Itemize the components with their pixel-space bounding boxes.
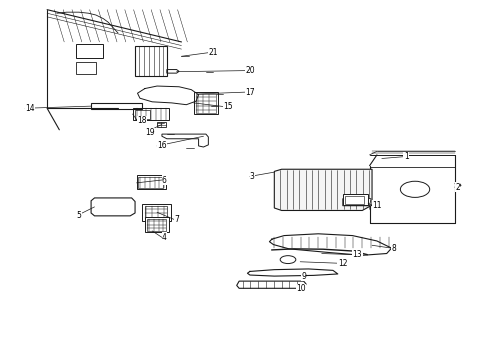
Text: 18: 18	[138, 116, 147, 125]
Text: 1: 1	[404, 152, 409, 161]
Bar	[145, 217, 169, 232]
Bar	[91, 103, 143, 109]
Bar	[196, 94, 216, 113]
Text: 14: 14	[25, 104, 35, 113]
Text: 12: 12	[338, 259, 347, 268]
Bar	[157, 122, 166, 127]
Polygon shape	[343, 199, 371, 206]
Bar	[194, 92, 218, 114]
Text: 15: 15	[223, 102, 233, 111]
Bar	[145, 206, 167, 220]
Text: 17: 17	[245, 87, 255, 96]
Text: 8: 8	[392, 244, 396, 253]
Text: 13: 13	[352, 250, 362, 259]
Bar	[76, 62, 96, 74]
Bar	[143, 204, 171, 221]
Text: 7: 7	[174, 215, 179, 224]
Text: 10: 10	[296, 284, 306, 293]
Polygon shape	[237, 281, 306, 288]
Polygon shape	[91, 198, 135, 216]
Bar	[135, 45, 167, 76]
Text: 4: 4	[162, 233, 167, 242]
Bar	[137, 175, 166, 189]
Bar	[147, 219, 166, 230]
Text: 2: 2	[455, 183, 460, 192]
Bar	[135, 110, 150, 119]
Bar	[76, 44, 103, 58]
Text: 19: 19	[145, 128, 154, 137]
Text: 6: 6	[162, 176, 167, 185]
Ellipse shape	[400, 181, 430, 197]
Polygon shape	[274, 169, 372, 211]
Ellipse shape	[280, 256, 296, 264]
Text: 20: 20	[245, 66, 255, 75]
Text: 5: 5	[76, 211, 81, 220]
Bar	[139, 177, 163, 188]
Text: 9: 9	[301, 271, 306, 280]
Text: 11: 11	[372, 201, 382, 210]
Bar	[133, 108, 169, 120]
Bar	[344, 196, 364, 204]
Text: 3: 3	[250, 172, 255, 181]
Text: 16: 16	[157, 141, 167, 150]
Text: 21: 21	[208, 48, 218, 57]
Bar	[343, 194, 368, 205]
